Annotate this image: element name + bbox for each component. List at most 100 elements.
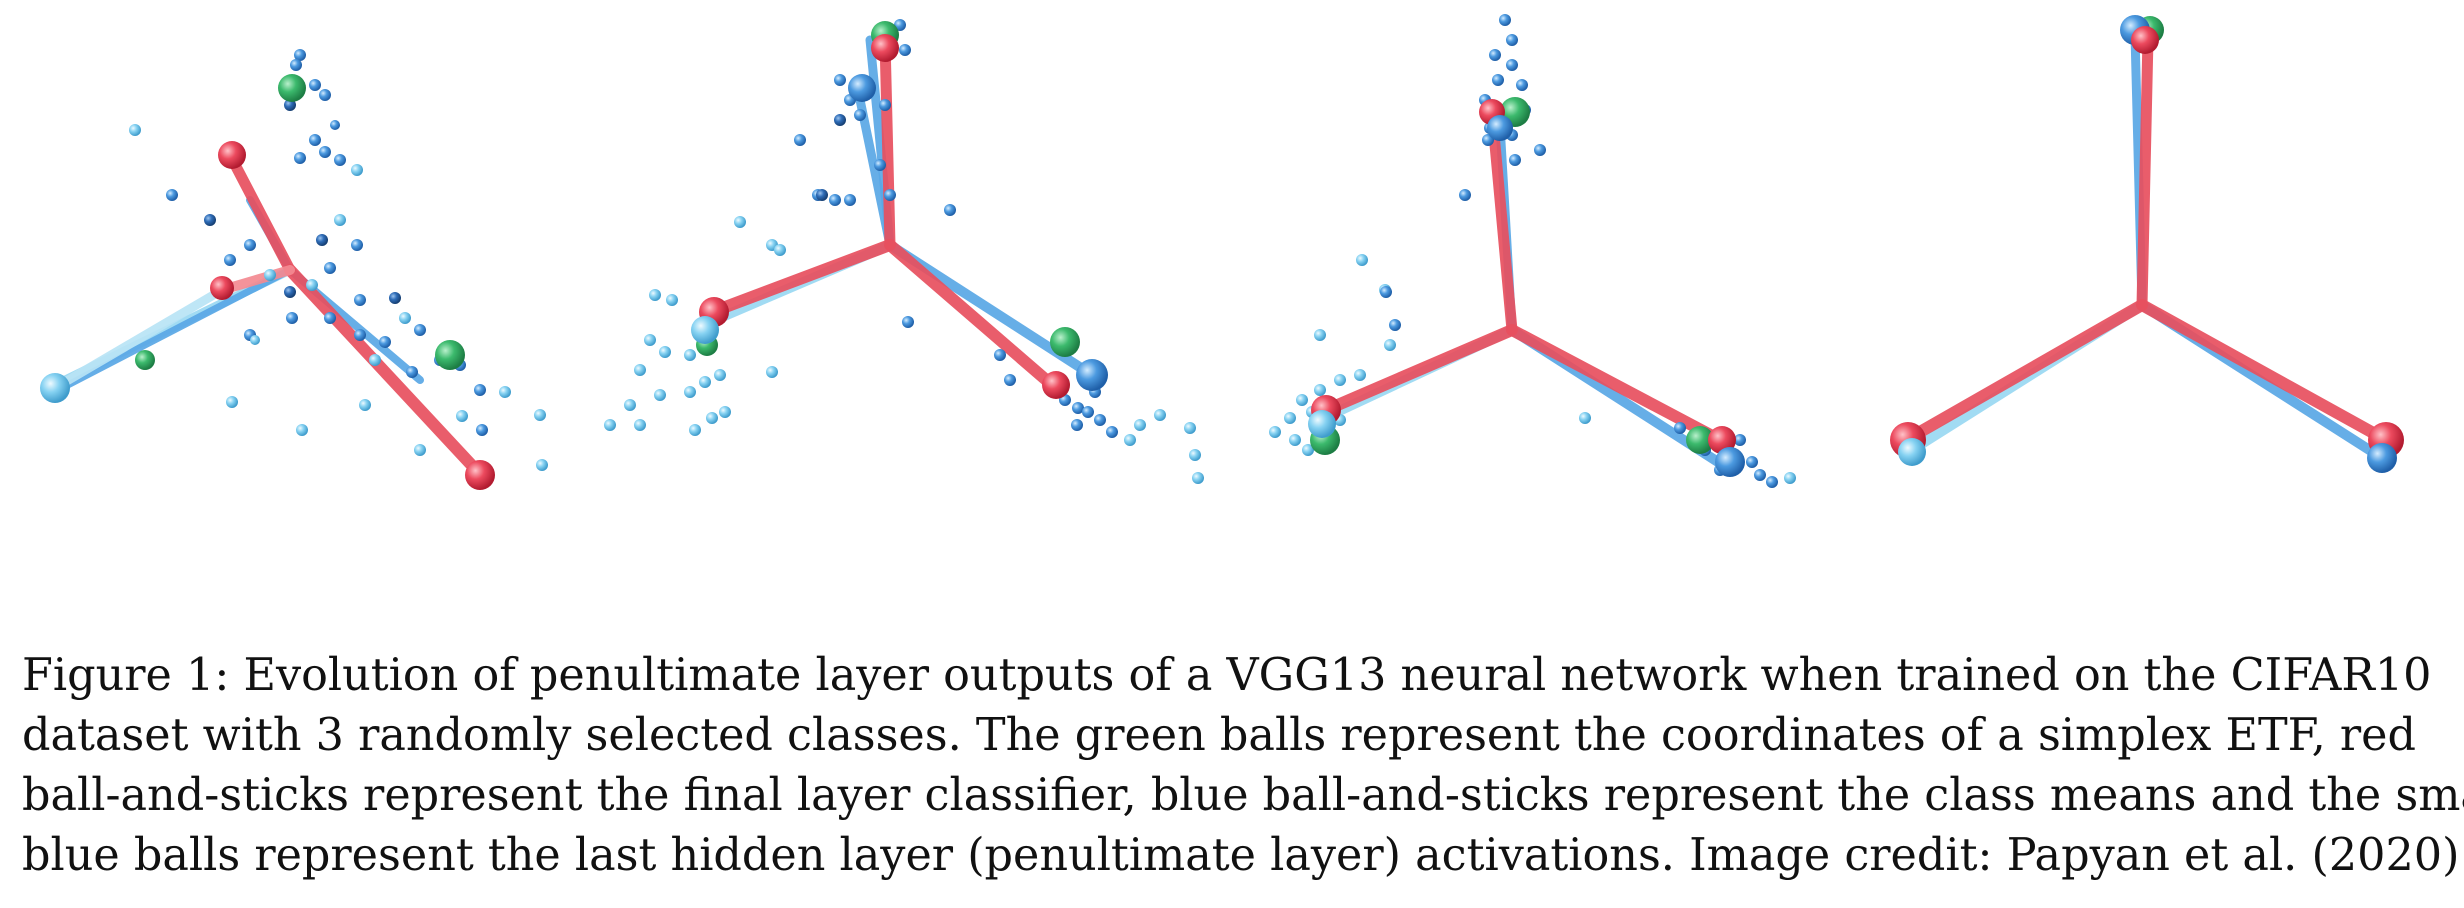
activation-ball bbox=[1284, 412, 1296, 424]
class-mean-stick bbox=[58, 266, 294, 392]
classifier-stick bbox=[2136, 299, 2392, 446]
activation-ball bbox=[406, 366, 418, 378]
classifier-ball bbox=[1708, 426, 1736, 454]
panel-2 bbox=[604, 19, 1204, 484]
figure-caption: Figure 1: Evolution of penultimate layer… bbox=[22, 646, 2464, 886]
activation-ball bbox=[1380, 286, 1392, 298]
classifier-stick bbox=[284, 264, 484, 478]
class-mean-ball bbox=[1898, 438, 1926, 466]
activation-ball bbox=[1356, 254, 1368, 266]
activation-ball bbox=[634, 419, 646, 431]
caption-line-2: dataset with 3 randomly selected classes… bbox=[22, 710, 2417, 761]
activation-ball bbox=[1289, 434, 1301, 446]
activation-ball bbox=[1509, 154, 1521, 166]
activation-ball bbox=[719, 406, 731, 418]
activation-ball bbox=[1302, 444, 1314, 456]
activation-ball bbox=[264, 269, 276, 281]
activation-ball bbox=[1579, 412, 1591, 424]
activation-ball bbox=[306, 279, 318, 291]
activation-ball bbox=[734, 216, 746, 228]
activation-ball bbox=[324, 312, 336, 324]
activation-ball bbox=[330, 120, 340, 130]
activation-ball bbox=[1189, 449, 1201, 461]
activation-ball bbox=[1184, 422, 1196, 434]
classifier-ball bbox=[218, 141, 246, 169]
activation-ball bbox=[706, 412, 718, 424]
classifier-stick bbox=[1900, 299, 2148, 446]
activation-ball bbox=[1071, 419, 1083, 431]
activation-ball bbox=[714, 369, 726, 381]
activation-ball bbox=[654, 389, 666, 401]
activation-ball bbox=[1072, 402, 1084, 414]
activation-ball bbox=[699, 376, 711, 388]
classifier-ball bbox=[210, 276, 234, 300]
class-mean-ball bbox=[691, 316, 719, 344]
activation-ball bbox=[816, 189, 828, 201]
activation-ball bbox=[1004, 374, 1016, 386]
activation-ball bbox=[354, 329, 366, 341]
activation-ball bbox=[284, 286, 296, 298]
panel-4 bbox=[1890, 15, 2404, 473]
caption-line-4: blue balls represent the last hidden lay… bbox=[22, 830, 2460, 881]
activation-ball bbox=[899, 44, 911, 56]
activation-ball bbox=[379, 336, 391, 348]
activation-ball bbox=[794, 134, 806, 146]
activation-ball bbox=[684, 386, 696, 398]
activation-ball bbox=[244, 239, 256, 251]
activation-ball bbox=[456, 410, 468, 422]
simplex-etf-ball bbox=[1050, 327, 1080, 357]
simplex-etf-ball bbox=[1686, 426, 1714, 454]
classifier-ball bbox=[2131, 26, 2159, 54]
activation-ball bbox=[294, 49, 306, 61]
activation-ball bbox=[309, 79, 321, 91]
activation-ball bbox=[1389, 319, 1401, 331]
activation-ball bbox=[316, 234, 328, 246]
activation-ball bbox=[649, 289, 661, 301]
activation-ball bbox=[476, 424, 488, 436]
activation-ball bbox=[879, 99, 891, 111]
activation-ball bbox=[324, 262, 336, 274]
classifier-ball bbox=[871, 34, 899, 62]
activation-ball bbox=[294, 152, 306, 164]
activation-ball bbox=[354, 294, 366, 306]
activation-ball bbox=[1314, 384, 1326, 396]
activation-ball bbox=[1734, 434, 1746, 446]
activation-ball bbox=[309, 134, 321, 146]
activation-ball bbox=[1499, 14, 1511, 26]
activation-ball bbox=[1754, 469, 1766, 481]
activation-ball bbox=[684, 349, 696, 361]
activation-ball bbox=[1269, 426, 1281, 438]
caption-line-3: ball-and-sticks represent the final laye… bbox=[22, 770, 2464, 821]
activation-ball bbox=[1746, 456, 1758, 468]
activation-ball bbox=[129, 124, 141, 136]
activation-ball bbox=[250, 335, 260, 345]
panel-3 bbox=[1269, 14, 1796, 488]
activation-ball bbox=[1766, 476, 1778, 488]
activation-ball bbox=[1154, 409, 1166, 421]
activation-ball bbox=[290, 59, 302, 71]
activation-ball bbox=[296, 424, 308, 436]
activation-ball bbox=[902, 316, 914, 328]
activation-ball bbox=[884, 189, 896, 201]
activation-ball bbox=[1492, 74, 1504, 86]
activation-ball bbox=[284, 99, 296, 111]
activation-ball bbox=[226, 396, 238, 408]
classifier-stick bbox=[884, 239, 1058, 391]
simplex-etf-ball bbox=[135, 350, 155, 370]
classifier-ball bbox=[1042, 371, 1070, 399]
activation-ball bbox=[1094, 414, 1106, 426]
activation-ball bbox=[166, 189, 178, 201]
class-mean-ball bbox=[848, 74, 876, 102]
class-mean-stick bbox=[55, 285, 227, 390]
activation-ball bbox=[1674, 422, 1686, 434]
activation-ball bbox=[1334, 374, 1346, 386]
activation-ball bbox=[319, 146, 331, 158]
classifier-stick bbox=[706, 239, 896, 318]
activation-ball bbox=[474, 384, 486, 396]
activation-ball bbox=[399, 312, 411, 324]
activation-ball bbox=[359, 399, 371, 411]
activation-ball bbox=[351, 239, 363, 251]
activation-ball bbox=[334, 154, 346, 166]
activation-ball bbox=[644, 334, 656, 346]
activation-ball bbox=[286, 312, 298, 324]
